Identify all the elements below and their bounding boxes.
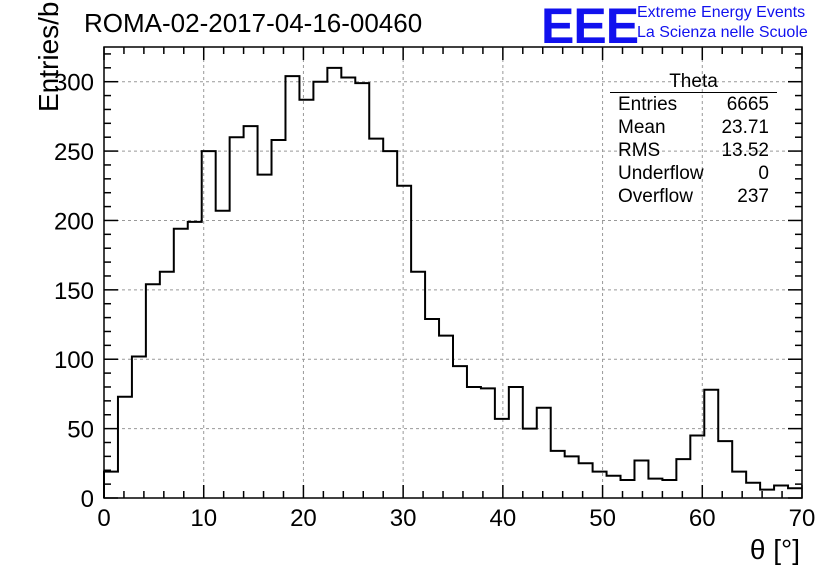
stats-box: Theta Entries 6665 Mean 23.71 RMS 13.52 … bbox=[610, 72, 777, 208]
y-tick-label: 200 bbox=[54, 208, 94, 235]
stats-row-mean: Mean 23.71 bbox=[610, 116, 777, 139]
histogram-bin bbox=[551, 451, 565, 498]
tick-labels: 0 10 20 30 40 50 60 70 0 50 100 150 200 250 300 bbox=[54, 70, 815, 532]
stats-row-overflow: Overflow 237 bbox=[610, 185, 777, 208]
histogram-bin bbox=[704, 390, 718, 498]
histogram-bin bbox=[774, 486, 788, 498]
histogram-bin bbox=[732, 472, 746, 498]
stats-value: 237 bbox=[737, 186, 769, 207]
histogram-bin bbox=[146, 284, 160, 498]
logo-line-1: Extreme Energy Events bbox=[637, 4, 806, 21]
stats-label: Overflow bbox=[618, 186, 693, 207]
eee-logo-text: Extreme Energy Events La Scienza nelle S… bbox=[637, 3, 808, 43]
histogram-outline bbox=[103, 66, 802, 498]
x-tick-label: 40 bbox=[490, 505, 517, 532]
histogram-bin bbox=[509, 387, 523, 498]
histogram-bin bbox=[537, 408, 551, 498]
y-axis-label: Entries/bin bbox=[33, 0, 64, 112]
plot-frame bbox=[103, 46, 803, 499]
stats-value: 6665 bbox=[726, 94, 769, 115]
histogram-bin bbox=[397, 186, 411, 498]
x-axis-label: θ [°] bbox=[749, 534, 800, 565]
stats-label: Underflow bbox=[618, 163, 704, 184]
histogram-bin bbox=[593, 472, 607, 498]
histogram-bin bbox=[579, 463, 593, 498]
histogram-bin bbox=[634, 461, 648, 498]
stats-label: Mean bbox=[618, 117, 666, 138]
histogram-bin bbox=[523, 429, 537, 498]
histogram-bin bbox=[788, 488, 802, 498]
histogram-bin bbox=[216, 211, 230, 498]
histogram-bin bbox=[341, 78, 355, 498]
histogram-bin bbox=[383, 151, 397, 498]
histogram-bin bbox=[718, 441, 732, 498]
histogram-bin bbox=[676, 459, 690, 498]
chart-title: ROMA-02-2017-04-16-00460 bbox=[84, 8, 423, 38]
x-tick-label: 50 bbox=[589, 505, 616, 532]
y-tick-label: 300 bbox=[54, 70, 94, 97]
stats-row-underflow: Underflow 0 bbox=[610, 162, 777, 185]
stats-title: Theta bbox=[610, 72, 777, 93]
stats-value: 0 bbox=[758, 163, 769, 184]
histogram-bin bbox=[132, 356, 146, 498]
x-tick-label: 60 bbox=[689, 505, 716, 532]
histogram-bin bbox=[285, 76, 299, 498]
x-tick-label: 30 bbox=[390, 505, 417, 532]
histogram-bin bbox=[746, 483, 760, 498]
y-tick-label: 50 bbox=[67, 417, 94, 444]
stats-label: Entries bbox=[618, 94, 678, 115]
histogram-bin bbox=[272, 140, 286, 498]
histogram-bin bbox=[230, 137, 244, 498]
x-tick-label: 0 bbox=[97, 505, 110, 532]
eee-logo: EEE bbox=[541, 0, 639, 54]
histogram-bin bbox=[160, 272, 174, 498]
histogram-bin bbox=[299, 100, 313, 498]
y-tick-label: 250 bbox=[54, 139, 94, 166]
histogram-bin bbox=[118, 397, 132, 498]
stats-row-rms: RMS 13.52 bbox=[610, 139, 777, 162]
histogram-bin bbox=[258, 175, 272, 498]
histogram-bin bbox=[425, 319, 439, 498]
histogram-bin bbox=[327, 68, 341, 498]
histogram-bin bbox=[355, 83, 369, 498]
x-tick-label: 10 bbox=[190, 505, 217, 532]
histogram-bin bbox=[244, 126, 258, 498]
histogram-bin bbox=[495, 419, 509, 498]
histogram-bin bbox=[453, 366, 467, 498]
stats-label: RMS bbox=[618, 140, 661, 161]
stats-value: 23.71 bbox=[721, 117, 769, 138]
histogram-bin bbox=[411, 272, 425, 498]
histogram-bin bbox=[369, 139, 383, 498]
stats-row-entries: Entries 6665 bbox=[610, 93, 777, 116]
histogram-bin bbox=[662, 480, 676, 498]
histogram-bin bbox=[439, 336, 453, 498]
histogram-bin bbox=[188, 222, 202, 498]
y-tick-label: 100 bbox=[54, 347, 94, 374]
stats-value: 13.52 bbox=[721, 140, 769, 161]
histogram-bin bbox=[607, 476, 621, 498]
histogram-bin bbox=[467, 387, 481, 498]
x-tick-label: 70 bbox=[789, 505, 816, 532]
histogram-series bbox=[103, 66, 802, 498]
axis-ticks bbox=[103, 47, 803, 499]
x-tick-label: 20 bbox=[290, 505, 317, 532]
histogram-bin bbox=[648, 479, 662, 498]
histogram-bin bbox=[565, 456, 579, 498]
logo-line-2: La Scienza nelle Scuole bbox=[637, 24, 808, 41]
y-tick-label: 150 bbox=[54, 278, 94, 305]
histogram-bin bbox=[174, 229, 188, 498]
y-tick-label: 0 bbox=[81, 486, 94, 513]
histogram-bin bbox=[481, 388, 495, 498]
